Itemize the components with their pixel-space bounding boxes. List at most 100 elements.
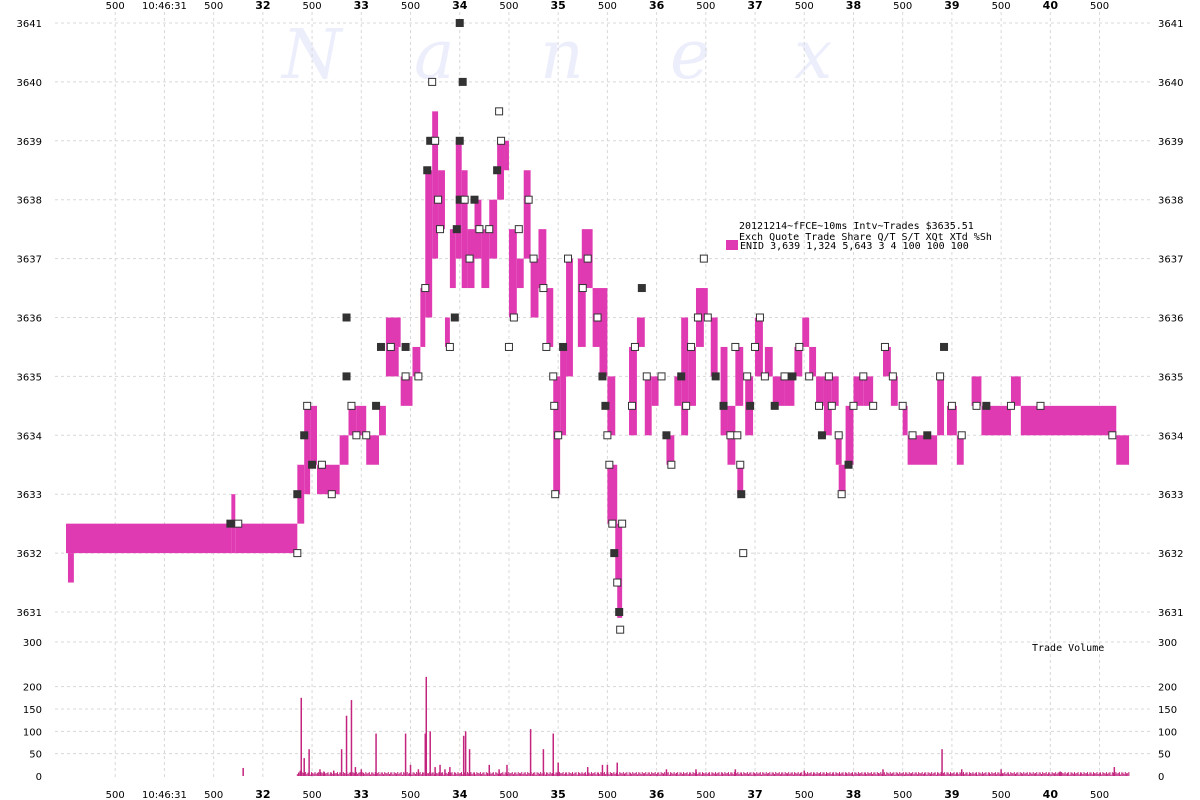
y-tick-label: 3633 [17,490,42,501]
spread-bar [816,376,824,406]
trade-marker [834,431,843,440]
y-tick-label: 3639 [1158,137,1183,148]
spread-bars [66,111,1130,618]
spread-bar [802,317,810,347]
spread-bar [420,288,426,347]
y-tick-label: 3637 [17,255,42,266]
trade-marker [677,372,686,381]
y-tick-label: 3638 [1158,196,1183,207]
trade-marker [564,254,573,263]
trade-marker [972,401,981,410]
trade-marker [1036,401,1045,410]
spread-bar [523,170,531,259]
spread-bar [385,346,399,377]
trade-marker [376,342,385,351]
spread-bar [235,523,298,554]
trade-marker [608,519,617,528]
spread-bar [66,523,232,554]
spread-bar [674,376,682,406]
trade-marker [711,372,720,381]
trade-marker [300,431,309,440]
trade-marker [550,401,559,410]
trade-marker [601,401,610,410]
trade-marker [342,313,351,322]
spread-bar [902,405,908,436]
trade-marker [470,195,479,204]
chart-grid [55,12,1150,778]
x-tick-label: 500 [1090,1,1109,12]
trade-marker [583,254,592,263]
x-tick-label: 35 [551,788,566,800]
y-tick-label: 3641 [17,19,42,30]
spread-bar [835,435,842,465]
x-tick-label: 500 [401,790,420,800]
x-tick-label: 39 [944,788,959,800]
trade-marker [657,372,666,381]
y-tick-label: 3631 [17,608,42,619]
spread-bar [607,376,616,436]
y-tick-label: 3632 [1158,549,1183,560]
x-tick-label: 34 [452,0,468,12]
y-tick-label: 3639 [17,137,42,148]
spread-bar [666,435,675,465]
x-tick-label: 35 [551,0,566,12]
spread-bar [784,376,795,406]
spread-bar [907,435,938,465]
x-tick-label: 500 [893,790,912,800]
trade-marker [699,254,708,263]
x-tick-label: 38 [846,0,861,12]
trade-marker [362,431,371,440]
y-tick-label: 200 [1158,683,1177,694]
y-tick-label: 150 [1158,705,1177,716]
trade-marker [372,401,381,410]
x-tick-label: 500 [598,790,617,800]
spread-bar [651,376,659,406]
trade-marker [593,313,602,322]
trade-marker [957,431,966,440]
volume-bars [242,676,1130,776]
x-tick-label: 40 [1043,0,1059,12]
y-tick-label: 100 [1158,727,1177,738]
spread-bar [444,317,450,347]
y-tick-label: 3634 [17,431,42,442]
spread-bar [981,405,1011,436]
trade-marker [940,342,949,351]
x-tick-label: 500 [1090,790,1109,800]
spread-bar [1020,405,1117,436]
trade-marker [504,342,513,351]
spread-bar [644,376,652,436]
spread-bar [607,464,618,524]
x-tick-label: 500 [106,1,125,12]
spread-bar [530,258,539,318]
spread-bar [481,229,490,289]
spread-bar [617,582,623,618]
spread-bar [1116,435,1130,465]
x-tick-label: 500 [499,790,518,800]
trade-marker [630,342,639,351]
trade-marker [610,549,619,558]
trade-marker [827,401,836,410]
spread-bar [304,405,311,495]
x-tick-label: 500 [303,1,322,12]
legend: 20121214~fFCE~10ms Intv~Trades $3635.51 … [726,221,992,252]
x-axis-ticks: 500 500 10:46:31 10:46:31 500 500 32 32 500 500 33… [106,0,1109,800]
trade-marker [401,342,410,351]
legend-header: Exch Quote Trade Share Q/T S/T XQt XTd %… [739,232,992,243]
y-tick-label: 300 [23,638,42,649]
trade-marker [618,519,627,528]
y-tick-label: 3636 [1158,314,1183,325]
trade-marker [539,284,548,293]
spread-bar [809,346,817,377]
x-tick-label: 500 [893,1,912,12]
y-tick-label: 0 [1158,772,1164,783]
spread-bar [845,405,854,465]
trade-marker [746,401,755,410]
trade-marker [687,342,696,351]
spread-bar [560,346,567,436]
spread-bar [710,317,718,377]
trade-marker [788,372,797,381]
trade-marker [888,372,897,381]
watermark-letter: x [794,16,832,95]
trade-marker [514,225,523,234]
spread-bar [566,258,573,377]
